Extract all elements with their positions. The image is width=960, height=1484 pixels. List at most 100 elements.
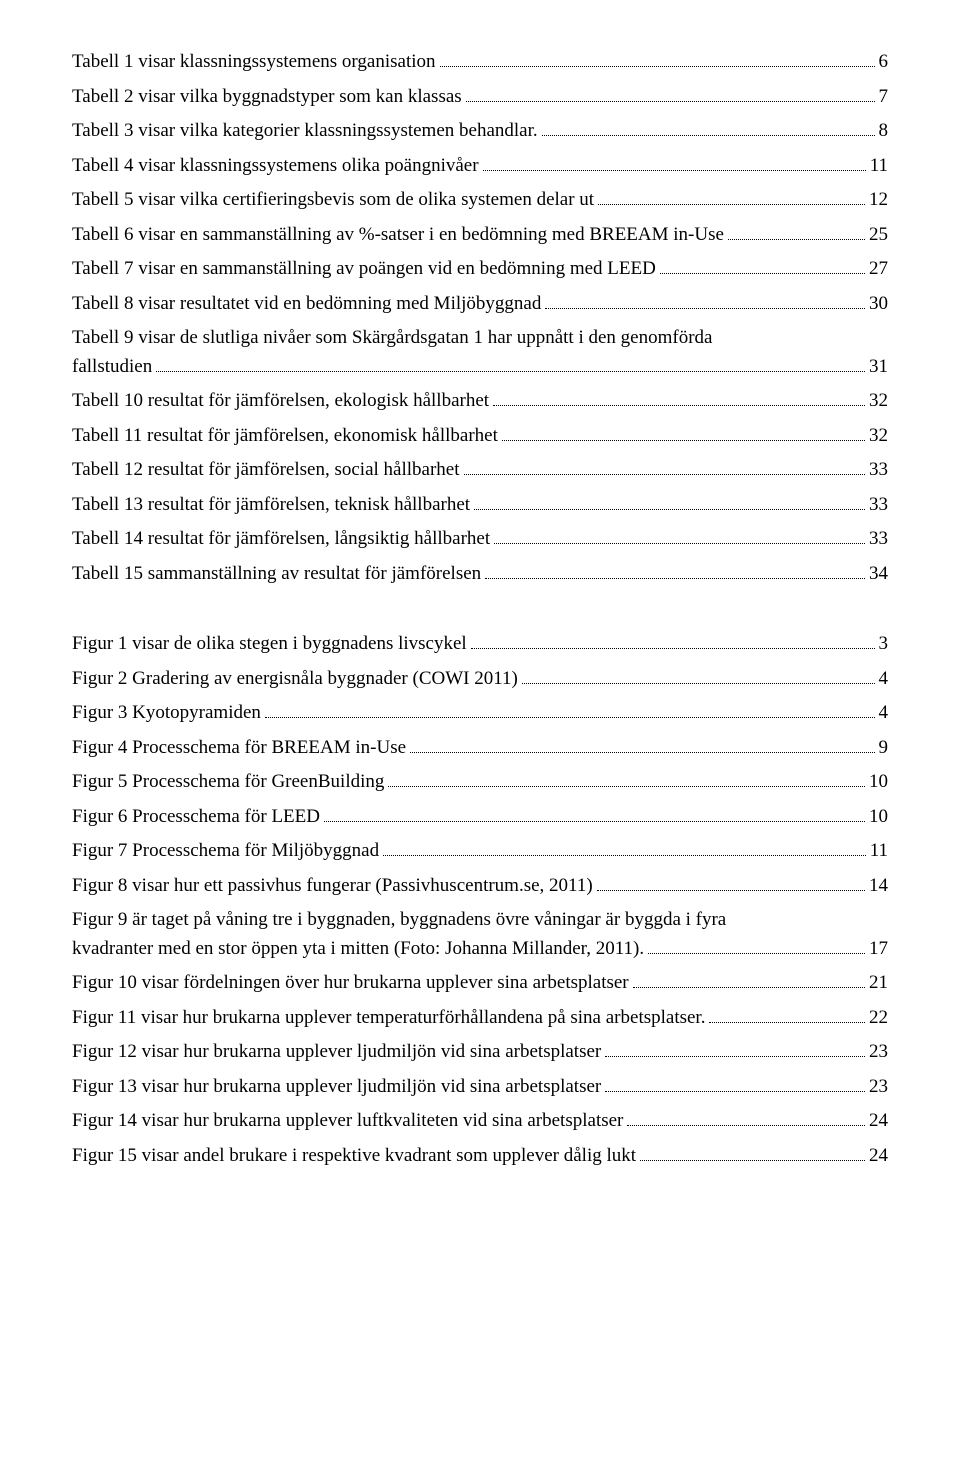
section-gap: [72, 594, 888, 630]
table-entry-page: 33: [869, 456, 888, 485]
figure-entry-text: Figur 7 Processchema för Miljöbyggnad: [72, 837, 379, 866]
table-entry: Tabell 8 visar resultatet vid en bedömni…: [72, 290, 888, 319]
table-entry-page: 11: [870, 152, 888, 181]
figure-entry-text: Figur 6 Processchema för LEED: [72, 803, 320, 832]
leader-dots: [728, 221, 865, 239]
figure-entry-page: 4: [879, 699, 889, 728]
leader-dots: [324, 803, 865, 821]
table-entry-page: 32: [869, 422, 888, 451]
table-entry-text: Tabell 2 visar vilka byggnadstyper som k…: [72, 83, 462, 112]
leader-dots: [605, 1073, 865, 1091]
table-entry: Tabell 13 resultat för jämförelsen, tekn…: [72, 491, 888, 520]
figure-entry-text: Figur 8 visar hur ett passivhus fungerar…: [72, 872, 593, 901]
table-entry-text: Tabell 1 visar klassningssystemens organ…: [72, 48, 436, 77]
figure-entry-page: 24: [869, 1142, 888, 1171]
table-entry-page: 12: [869, 186, 888, 215]
table-entry-page: 33: [869, 525, 888, 554]
figure-entry-page: 23: [869, 1038, 888, 1067]
leader-dots: [383, 838, 866, 856]
table-entry: Tabell 4 visar klassningssystemens olika…: [72, 152, 888, 181]
figure-entry-page: 11: [870, 837, 888, 866]
leader-dots: [494, 526, 865, 544]
table-entry-text: Tabell 8 visar resultatet vid en bedömni…: [72, 290, 541, 319]
figure-entry-text: Figur 13 visar hur brukarna upplever lju…: [72, 1073, 601, 1102]
leader-dots: [483, 152, 866, 170]
table-entry: Tabell 14 resultat för jämförelsen, lång…: [72, 525, 888, 554]
figure-entry-page: 23: [869, 1073, 888, 1102]
list-of-figures: Figur 1 visar de olika stegen i byggnade…: [72, 630, 888, 1170]
table-entry-page: 6: [879, 48, 889, 77]
table-entry-page: 7: [879, 83, 889, 112]
leader-dots: [440, 49, 875, 67]
table-entry-page: 30: [869, 290, 888, 319]
figure-entry-page: 10: [869, 768, 888, 797]
figure-entry: Figur 7 Processchema för Miljöbyggnad 11: [72, 837, 888, 866]
table-entry-text: Tabell 6 visar en sammanställning av %-s…: [72, 221, 724, 250]
figure-entry: Figur 3 Kyotopyramiden 4: [72, 699, 888, 728]
figure-entry: Figur 5 Processchema för GreenBuilding 10: [72, 768, 888, 797]
leader-dots: [388, 769, 865, 787]
table-entry: Tabell 3 visar vilka kategorier klassnin…: [72, 117, 888, 146]
leader-dots: [648, 935, 865, 953]
table-entry-page: 25: [869, 221, 888, 250]
figure-entry-text: Figur 2 Gradering av energisnåla byggnad…: [72, 665, 518, 694]
figure-entry-text: Figur 5 Processchema för GreenBuilding: [72, 768, 384, 797]
table-entry: Tabell 5 visar vilka certifieringsbevis …: [72, 186, 888, 215]
figure-entry-text: Figur 15 visar andel brukare i respektiv…: [72, 1142, 636, 1171]
figure-entry-page: 17: [869, 935, 888, 964]
leader-dots: [493, 388, 865, 406]
leader-dots: [471, 631, 875, 649]
leader-dots: [597, 872, 865, 890]
table-entry: Tabell 2 visar vilka byggnadstyper som k…: [72, 83, 888, 112]
table-entry: Tabell 12 resultat för jämförelsen, soci…: [72, 456, 888, 485]
table-entry-text: Tabell 9 visar de slutliga nivåer som Sk…: [72, 324, 888, 353]
figure-entry-text: Figur 3 Kyotopyramiden: [72, 699, 261, 728]
leader-dots: [640, 1142, 865, 1160]
leader-dots: [410, 734, 874, 752]
table-entry-page: 27: [869, 255, 888, 284]
leader-dots: [633, 970, 865, 988]
figure-entry-page: 24: [869, 1107, 888, 1136]
leader-dots: [545, 290, 865, 308]
table-entry-text: Tabell 4 visar klassningssystemens olika…: [72, 152, 479, 181]
leader-dots: [502, 422, 865, 440]
figure-entry-text: Figur 11 visar hur brukarna upplever tem…: [72, 1004, 705, 1033]
figure-entry-page: 21: [869, 969, 888, 998]
table-entry-page: 34: [869, 560, 888, 589]
figure-entry: Figur 8 visar hur ett passivhus fungerar…: [72, 872, 888, 901]
table-entry-page: 31: [869, 353, 888, 382]
figure-entry: Figur 10 visar fördelningen över hur bru…: [72, 969, 888, 998]
leader-dots: [709, 1004, 865, 1022]
table-entry-page: 8: [879, 117, 889, 146]
table-entry: Tabell 1 visar klassningssystemens organ…: [72, 48, 888, 77]
figure-entry-page: 3: [879, 630, 889, 659]
table-entry-text: Tabell 12 resultat för jämförelsen, soci…: [72, 456, 460, 485]
figure-entry-text: Figur 9 är taget på våning tre i byggnad…: [72, 906, 888, 935]
table-entry: Tabell 9 visar de slutliga nivåer som Sk…: [72, 324, 888, 381]
leader-dots: [485, 560, 865, 578]
figure-entry: Figur 2 Gradering av energisnåla byggnad…: [72, 665, 888, 694]
figure-entry: Figur 6 Processchema för LEED10: [72, 803, 888, 832]
leader-dots: [156, 353, 865, 371]
table-entry-text: Tabell 11 resultat för jämförelsen, ekon…: [72, 422, 498, 451]
table-entry-page: 33: [869, 491, 888, 520]
figure-entry-text: Figur 10 visar fördelningen över hur bru…: [72, 969, 629, 998]
table-entry-text: Tabell 14 resultat för jämförelsen, lång…: [72, 525, 490, 554]
table-entry-text: Tabell 15 sammanställning av resultat fö…: [72, 560, 481, 589]
figure-entry-text: Figur 4 Processchema för BREEAM in-Use: [72, 734, 406, 763]
table-entry-text: Tabell 10 resultat för jämförelsen, ekol…: [72, 387, 489, 416]
leader-dots: [660, 256, 865, 274]
figure-entry: Figur 1 visar de olika stegen i byggnade…: [72, 630, 888, 659]
figure-entry: Figur 14 visar hur brukarna upplever luf…: [72, 1107, 888, 1136]
table-entry-text: Tabell 13 resultat för jämförelsen, tekn…: [72, 491, 470, 520]
leader-dots: [464, 457, 866, 475]
figure-entry-text: Figur 1 visar de olika stegen i byggnade…: [72, 630, 467, 659]
leader-dots: [542, 118, 875, 136]
figure-entry-page: 9: [879, 734, 889, 763]
page-container: Tabell 1 visar klassningssystemens organ…: [0, 0, 960, 1236]
table-entry-text: fallstudien: [72, 353, 152, 382]
figure-entry-page: 22: [869, 1004, 888, 1033]
table-entry: Tabell 7 visar en sammanställning av poä…: [72, 255, 888, 284]
leader-dots: [598, 187, 865, 205]
figure-entry-text: Figur 14 visar hur brukarna upplever luf…: [72, 1107, 623, 1136]
